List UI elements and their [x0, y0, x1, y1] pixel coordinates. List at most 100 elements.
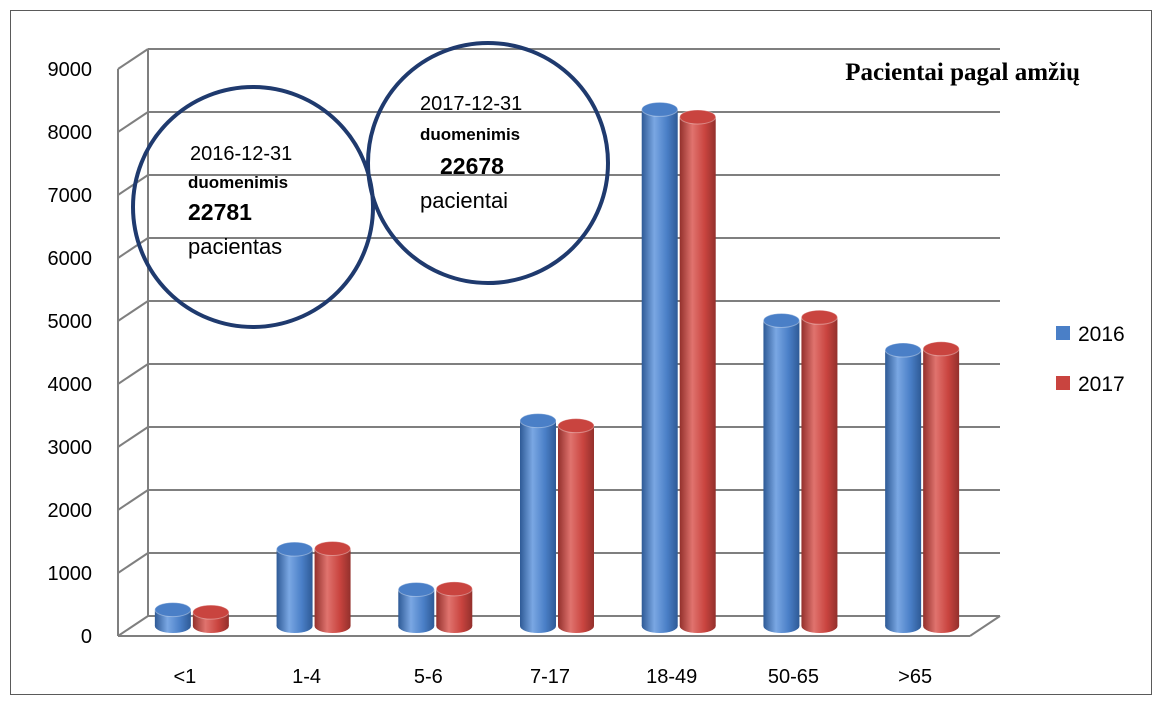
labels-layer: 0 1000 2000 3000 4000 5000 6000 7000 8000 9000 <1 1…: [48, 59, 933, 688]
bar-base: [276, 619, 313, 633]
y-tick-label: 6000: [48, 248, 93, 270]
bubble-date-2016: 2016-12-31: [190, 143, 292, 165]
bar-top: [762, 312, 800, 328]
bar-top: [397, 581, 435, 597]
bar-base: [192, 619, 229, 633]
bubble-circle-2017: [366, 41, 610, 285]
x-tick-label: 1-4: [292, 666, 321, 688]
bar-body: [679, 116, 716, 627]
bar-base: [314, 619, 351, 633]
legend: 2016 2017: [1056, 323, 1125, 396]
floor-side-line: [969, 615, 1001, 637]
y-tick-label: 0: [81, 626, 92, 648]
bar-2016-5-6: [397, 581, 435, 633]
legend-label-2017: 2017: [1078, 373, 1125, 396]
chart-title: Pacientai pagal amžių: [845, 59, 1080, 86]
bar-top: [922, 341, 960, 357]
grid-side-line: [117, 237, 149, 259]
bubble-label-2017: duomenimis: [420, 125, 520, 144]
bar-2016-7-17: [519, 413, 557, 633]
bar-top: [884, 342, 922, 358]
bubble-circle-2016: [131, 85, 375, 329]
annotation-bubble-2016: 2016-12-31 duomenimis 22781 pacientas: [131, 85, 375, 329]
y-tick-label: 8000: [48, 122, 93, 144]
bar-2016-50-65: [762, 312, 800, 633]
bar-2017-7-17: [557, 418, 595, 633]
bar-base: [763, 619, 800, 633]
annotation-bubble-2017: 2017-12-31 duomenimis 22678 pacientai: [366, 41, 610, 285]
bar-2017-1-4: [314, 541, 352, 633]
bar-base: [885, 619, 922, 633]
x-tick-label: 18-49: [646, 666, 697, 688]
bubble-count-2016: 22781: [188, 199, 252, 225]
y-tick-label: 3000: [48, 437, 93, 459]
grid-side-line: [117, 489, 149, 511]
bubble-date-2017: 2017-12-31: [420, 93, 522, 115]
y-tick-label: 4000: [48, 374, 93, 396]
y-tick-label: 9000: [48, 59, 93, 81]
bar-body: [923, 348, 960, 626]
bar-base: [436, 619, 473, 633]
bar-base: [154, 619, 191, 633]
bar-2016-18-49: [641, 101, 679, 633]
grid-side-line: [117, 552, 149, 574]
chart-frame: [10, 10, 1152, 695]
bar-body: [314, 548, 351, 626]
bar-2017-5-6: [435, 581, 473, 633]
bar-base: [398, 619, 435, 633]
bar-top: [435, 581, 473, 597]
axes-layer: [117, 48, 1001, 637]
bar-top: [154, 602, 192, 618]
grid-side-line: [117, 300, 149, 322]
bubble-word-2016: pacientas: [188, 234, 282, 259]
y-tick-label: 2000: [48, 500, 93, 522]
bar-2017-18-49: [679, 109, 717, 633]
bar-top: [192, 604, 230, 620]
grid-side-line: [117, 111, 149, 133]
legend-label-2016: 2016: [1078, 323, 1125, 346]
bar-base: [923, 619, 960, 633]
grid-side-line: [117, 363, 149, 385]
bar-2016->65: [884, 342, 922, 633]
legend-swatch-2016: [1056, 326, 1070, 340]
bar-body: [763, 320, 800, 626]
bar-base: [679, 619, 716, 633]
y-tick-label: 7000: [48, 185, 93, 207]
bar-top: [641, 101, 679, 117]
bar-top: [276, 541, 314, 557]
bar-body: [276, 549, 313, 626]
bar-top: [314, 541, 352, 557]
grid-side-line: [117, 615, 149, 637]
bar-base: [520, 619, 556, 633]
x-tick-label: 50-65: [768, 666, 819, 688]
bar-2016-1-4: [276, 541, 314, 633]
bar-top: [557, 418, 595, 434]
bar-top: [679, 109, 717, 125]
bubble-word-2017: pacientai: [420, 188, 508, 213]
bubble-count-2017: 22678: [440, 153, 504, 179]
bar-base: [801, 619, 838, 633]
bar-body: [520, 420, 556, 626]
grid-side-line: [117, 48, 149, 70]
x-tick-label: >65: [898, 666, 932, 688]
grid-side-line: [117, 426, 149, 448]
bar-base: [641, 619, 678, 633]
bar-2017-50-65: [800, 309, 838, 633]
bar-2017->65: [922, 341, 960, 633]
bar-2016-<1: [154, 602, 192, 633]
bars-layer: [154, 101, 960, 633]
x-tick-label: <1: [173, 666, 196, 688]
bar-base: [558, 619, 594, 633]
y-tick-label: 5000: [48, 311, 93, 333]
bar-body: [558, 425, 594, 626]
legend-swatch-2017: [1056, 376, 1070, 390]
bar-top: [800, 309, 838, 325]
y-tick-label: 1000: [48, 563, 93, 585]
x-tick-label: 7-17: [530, 666, 570, 688]
bar-body: [885, 350, 922, 626]
x-tick-label: 5-6: [414, 666, 443, 688]
bubble-label-2016: duomenimis: [188, 173, 288, 192]
bar-body: [801, 317, 838, 626]
bar-top: [519, 413, 557, 429]
